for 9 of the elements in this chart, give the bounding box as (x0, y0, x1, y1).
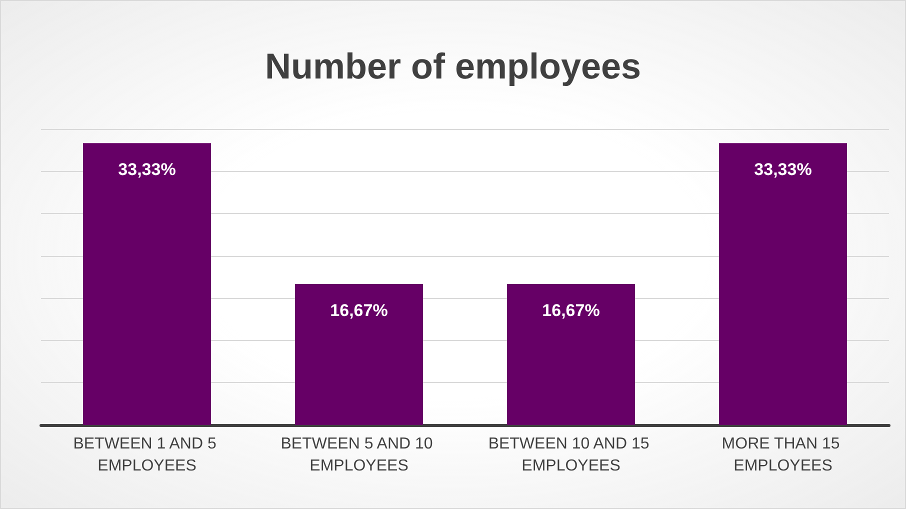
x-tick-label: BETWEEN 5 AND 10 EMPLOYEES (280, 436, 438, 474)
chart-title: Number of employees (264, 46, 642, 86)
data-label: 33,33% (118, 160, 176, 180)
data-label: 33,33% (754, 160, 812, 180)
data-label: 16,67% (330, 301, 388, 320)
data-label: 16,67% (542, 301, 600, 320)
x-tick-label: BETWEEN 1 AND 5 EMPLOYEES (73, 436, 221, 474)
x-tick-label: MORE THAN 15 EMPLOYEES (722, 436, 844, 474)
x-tick-label: BETWEEN 10 AND 15 EMPLOYEES (488, 436, 654, 474)
